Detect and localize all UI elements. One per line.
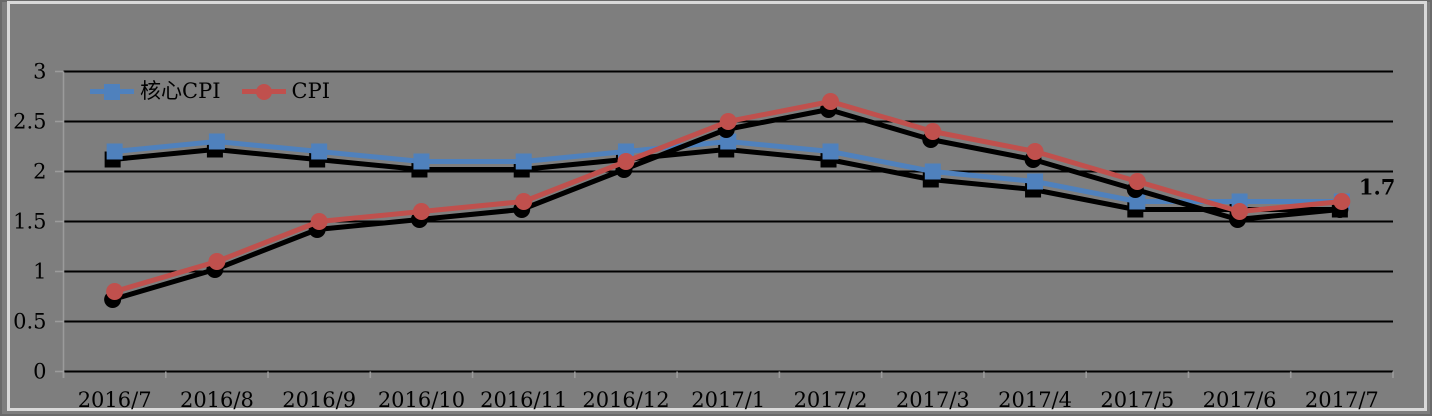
svg-text:2016/7: 2016/7 (78, 388, 152, 412)
data-point-marker (413, 153, 430, 170)
svg-text:0.5: 0.5 (13, 310, 46, 334)
cpi-legend-marker-icon (241, 83, 286, 100)
legend-item-cpi[interactable]: CPI (241, 79, 331, 103)
axis-lines (55, 70, 1394, 378)
svg-text:2017/2: 2017/2 (794, 388, 868, 412)
svg-text:2017/7: 2017/7 (1305, 388, 1379, 412)
legend-item-core-cpi[interactable]: 核心CPI (90, 81, 221, 102)
chart-frame-border (7, 1, 1427, 411)
svg-text:2017/3: 2017/3 (896, 388, 970, 412)
svg-text:0: 0 (33, 360, 46, 384)
data-point-marker (106, 283, 124, 300)
svg-text:2017/4: 2017/4 (998, 388, 1072, 412)
core-cpi-legend-marker-icon (90, 83, 134, 100)
svg-text:2: 2 (33, 160, 46, 184)
svg-text:2017/5: 2017/5 (1100, 388, 1174, 412)
data-point-marker (1027, 173, 1044, 190)
legend-label-core-cpi: 核心CPI (140, 79, 221, 103)
data-point-marker (822, 143, 839, 160)
data-point-marker (1333, 193, 1351, 210)
svg-text:1.5: 1.5 (13, 210, 46, 234)
svg-text:2016/10: 2016/10 (378, 388, 465, 412)
svg-text:3: 3 (33, 60, 46, 84)
data-point-marker (1026, 143, 1044, 160)
data-point-marker (924, 163, 941, 180)
chart-legend: 核心CPI CPI (90, 81, 330, 102)
data-point-marker (208, 133, 225, 150)
series-core-cpi (106, 133, 1350, 210)
legend-label-cpi: CPI (291, 79, 331, 103)
data-point-marker (822, 93, 840, 110)
data-point-marker (1129, 193, 1146, 210)
data-point-marker (1231, 203, 1249, 220)
y-axis-labels: 0 0.5 1 1.5 2 2.5 3 (13, 60, 46, 384)
data-point-marker (719, 113, 737, 130)
data-point-marker (208, 253, 226, 270)
data-point-marker (924, 123, 942, 140)
svg-text:2016/12: 2016/12 (582, 388, 669, 412)
data-point-marker (720, 133, 737, 150)
svg-text:2017/1: 2017/1 (691, 388, 765, 412)
data-point-marker (310, 213, 328, 230)
svg-text:2016/9: 2016/9 (282, 388, 356, 412)
gridlines (63, 70, 1393, 373)
svg-text:2.5: 2.5 (13, 110, 46, 134)
data-point-marker (106, 143, 123, 160)
svg-text:2016/8: 2016/8 (180, 388, 254, 412)
data-point-marker (515, 193, 533, 210)
last-point-data-label: 1.7 (1359, 175, 1396, 200)
x-axis-labels: 2016/7 2016/8 2016/9 2016/10 2016/11 2016/12 2… (78, 388, 1379, 412)
data-point-marker (412, 203, 430, 220)
data-point-marker (1128, 173, 1146, 190)
series-cpi (106, 93, 1351, 300)
data-point-marker (515, 153, 532, 170)
svg-text:1: 1 (33, 260, 46, 284)
data-point-marker (311, 143, 328, 160)
svg-text:2017/6: 2017/6 (1203, 388, 1277, 412)
svg-text:2016/11: 2016/11 (480, 388, 567, 412)
data-point-marker (617, 153, 635, 170)
